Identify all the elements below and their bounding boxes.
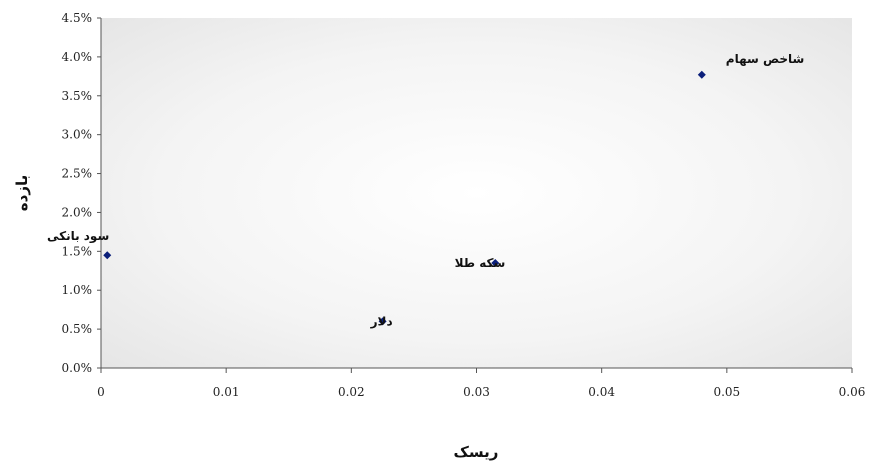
plot-area — [101, 18, 852, 368]
x-tick-label: 0.01 — [213, 385, 240, 399]
y-tick-label: 0.0% — [62, 361, 93, 375]
x-axis-title: ریسک — [454, 443, 499, 461]
x-tick-label: 0.02 — [338, 385, 365, 399]
data-point — [103, 251, 112, 260]
data-point — [378, 317, 387, 326]
x-axis: 0 0.01 0.02 0.03 0.04 0.05 0.06 — [97, 368, 865, 399]
data-point — [491, 259, 500, 267]
y-axis: 0.0% 0.5% 1.0% 1.5% 2.0% 2.5% 3.0% 3.5% 4.0% 4.5% — [62, 11, 101, 375]
y-tick-label: 3.0% — [62, 128, 93, 142]
y-tick-label: 0.5% — [62, 322, 93, 336]
x-tick-label: 0 — [97, 385, 105, 399]
data-point-label: سکه طلا — [455, 256, 506, 270]
y-tick-label: 3.5% — [62, 89, 93, 103]
y-axis-title: بازده — [13, 175, 31, 211]
y-tick-label: 4.0% — [62, 50, 93, 64]
x-tick-label: 0.04 — [588, 385, 615, 399]
y-tick-label: 1.0% — [62, 283, 93, 297]
x-tick-label: 0.05 — [713, 385, 740, 399]
x-tick-label: 0.06 — [839, 385, 866, 399]
data-point-label: دلار — [370, 314, 393, 328]
y-tick-label: 1.5% — [62, 244, 93, 258]
data-points: سود بانکی دلار سکه طلا شاخص سهام — [47, 52, 804, 329]
data-point-label: شاخص سهام — [726, 52, 805, 67]
data-point-label: سود بانکی — [47, 229, 109, 244]
x-tick-label: 0.03 — [463, 385, 490, 399]
y-tick-label: 2.5% — [62, 167, 93, 181]
y-tick-label: 4.5% — [62, 11, 93, 25]
y-tick-label: 2.0% — [62, 205, 93, 219]
data-point — [697, 70, 706, 79]
